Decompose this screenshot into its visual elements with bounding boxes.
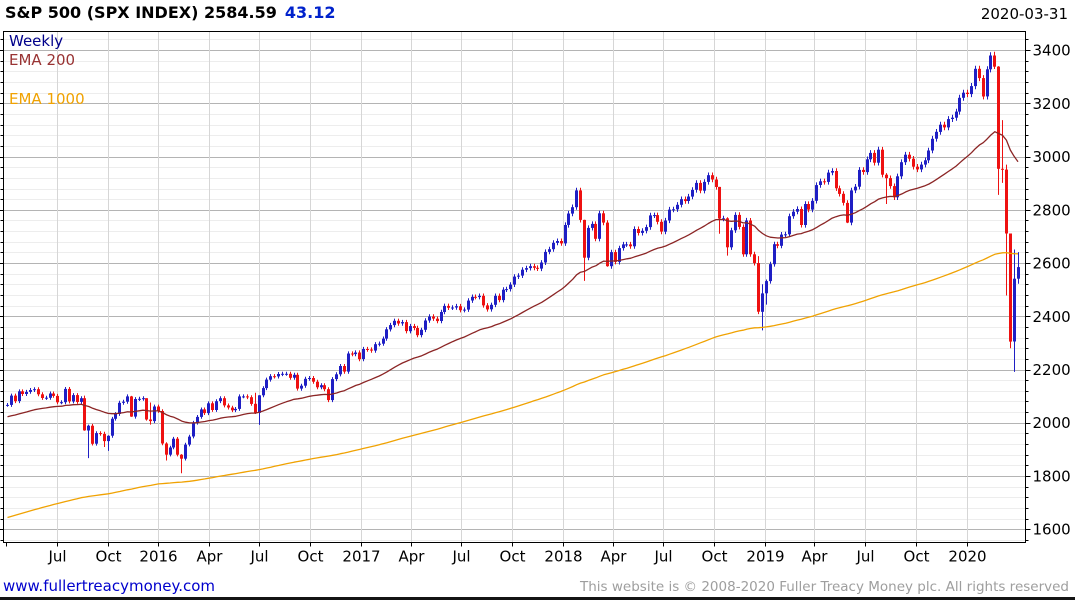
svg-text:Jul: Jul (249, 548, 268, 566)
svg-text:1800: 1800 (1033, 468, 1071, 486)
instrument-and-price: S&P 500 (SPX INDEX) 2584.59 (5, 3, 277, 22)
svg-text:Jul: Jul (653, 548, 672, 566)
svg-text:2019: 2019 (746, 548, 784, 566)
chart-date: 2020-03-31 (980, 5, 1068, 23)
legend-weekly: Weekly (9, 32, 64, 50)
site-link[interactable]: www.fullertreacymoney.com (3, 577, 216, 595)
svg-text:Oct: Oct (500, 548, 526, 566)
svg-text:Oct: Oct (298, 548, 324, 566)
svg-text:2020: 2020 (948, 548, 986, 566)
svg-text:Oct: Oct (702, 548, 728, 566)
svg-text:1600: 1600 (1033, 521, 1071, 539)
svg-text:2600: 2600 (1033, 255, 1071, 273)
svg-text:2018: 2018 (544, 548, 582, 566)
svg-text:Apr: Apr (601, 548, 628, 566)
legend-ema-1000: EMA 1000 (9, 90, 85, 108)
svg-text:Oct: Oct (904, 548, 930, 566)
svg-text:Apr: Apr (399, 548, 426, 566)
svg-text:2016: 2016 (139, 548, 177, 566)
svg-text:Jul: Jul (451, 548, 470, 566)
change-value: 43.12 (284, 3, 336, 22)
svg-text:2200: 2200 (1033, 361, 1071, 379)
svg-text:2000: 2000 (1033, 414, 1071, 432)
svg-text:3400: 3400 (1033, 42, 1071, 60)
svg-text:2400: 2400 (1033, 308, 1071, 326)
bottom-edge-bar (0, 597, 1075, 600)
chart-title: S&P 500 (SPX INDEX) 2584.59 43.12 (5, 3, 335, 22)
svg-text:Jul: Jul (47, 548, 66, 566)
svg-text:2800: 2800 (1033, 201, 1071, 219)
svg-text:2017: 2017 (342, 548, 380, 566)
svg-text:Oct: Oct (96, 548, 122, 566)
svg-text:3200: 3200 (1033, 95, 1071, 113)
copyright-text: This website is © 2008-2020 Fuller Treac… (580, 579, 1069, 595)
svg-text:Jul: Jul (855, 548, 874, 566)
legend-ema-200: EMA 200 (9, 51, 76, 69)
svg-text:Apr: Apr (197, 548, 224, 566)
svg-text:Apr: Apr (802, 548, 829, 566)
svg-text:3000: 3000 (1033, 148, 1071, 166)
